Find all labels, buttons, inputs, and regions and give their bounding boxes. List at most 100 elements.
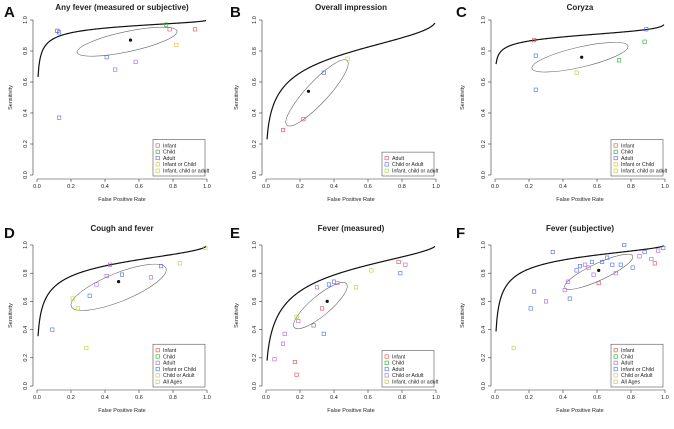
study-point xyxy=(600,259,605,264)
confidence-ellipse xyxy=(76,26,178,57)
x-tick-label: 0.4 xyxy=(559,184,567,190)
x-tick-label: 0.2 xyxy=(525,184,533,190)
study-point xyxy=(331,279,336,284)
study-point xyxy=(296,319,301,324)
y-tick-label: 0.4 xyxy=(23,109,29,117)
study-point xyxy=(622,243,627,248)
y-tick-label: 0.6 xyxy=(252,298,258,306)
x-tick-label: 0.0 xyxy=(33,395,41,401)
study-point xyxy=(583,262,588,267)
sroc-curve xyxy=(495,245,665,332)
panel-E: E Fever (measured) 0.0 0.0 0.2 0.2 0.4 0.4 0.6 0.… xyxy=(230,224,440,414)
study-point xyxy=(533,53,538,58)
confidence-ellipse xyxy=(564,253,634,290)
x-tick-label: 1.0 xyxy=(203,395,211,401)
legend-entry: Infant xyxy=(621,348,635,354)
y-tick-label: 0.8 xyxy=(23,47,29,55)
x-axis-label: False Positive Rate xyxy=(98,408,145,414)
panel-label: E xyxy=(230,225,240,242)
legend-marker xyxy=(384,360,389,365)
legend-entry: Infant xyxy=(163,348,177,354)
legend-marker xyxy=(155,379,160,384)
x-tick-label: 0.8 xyxy=(627,395,635,401)
study-point xyxy=(272,357,277,362)
x-axis-label: False Positive Rate xyxy=(556,197,603,203)
legend-entry: Adult xyxy=(163,361,176,367)
study-point xyxy=(294,314,299,319)
panel-title: Fever (subjective) xyxy=(546,224,614,233)
study-point xyxy=(174,42,179,47)
y-axis-label: Sensitivity xyxy=(8,303,14,328)
legend-box xyxy=(152,139,206,177)
study-point xyxy=(159,264,164,269)
study-point xyxy=(532,38,537,43)
legend-entry: Child or Adult xyxy=(621,373,653,379)
study-point xyxy=(617,58,622,63)
panel-title: Coryza xyxy=(567,3,594,12)
panel-A: A Any fever (measured or subjective) 0.0 0.… xyxy=(4,3,211,203)
study-point xyxy=(661,245,666,250)
x-tick-label: 0.4 xyxy=(101,184,109,190)
x-tick-label: 1.0 xyxy=(661,395,669,401)
study-point xyxy=(398,271,403,276)
study-point xyxy=(369,268,374,273)
study-point xyxy=(574,268,579,273)
study-point xyxy=(94,282,99,287)
study-point xyxy=(652,261,657,266)
summary-point xyxy=(306,89,311,93)
legend-entry: Infant or Child xyxy=(621,367,654,373)
legend-box xyxy=(381,151,435,177)
y-axis-label: Sensitivity xyxy=(460,85,466,110)
x-tick-label: 0.8 xyxy=(627,184,635,190)
x-axis-label: False Positive Rate xyxy=(327,408,374,414)
x-tick-label: 0.0 xyxy=(33,184,41,190)
y-tick-label: 0.6 xyxy=(252,78,258,86)
legend-marker xyxy=(155,354,160,359)
legend-marker xyxy=(155,360,160,365)
legend-marker xyxy=(613,162,618,167)
study-point xyxy=(311,323,316,328)
y-tick-label: 0.4 xyxy=(252,326,258,334)
summary-point xyxy=(325,299,329,303)
sroc-curve xyxy=(266,245,436,361)
study-point xyxy=(642,250,647,255)
y-tick-label: 0.2 xyxy=(481,140,487,148)
legend-entry: Adult xyxy=(392,367,405,373)
legend-box xyxy=(381,350,435,388)
legend-marker xyxy=(613,348,618,353)
study-point xyxy=(354,285,359,290)
legend-entry: Child or Adult xyxy=(392,373,424,379)
legend-entry: Infant or Child xyxy=(163,367,196,373)
y-tick-label: 0.2 xyxy=(252,354,258,362)
x-tick-label: 1.0 xyxy=(661,184,669,190)
y-tick-label: 0.0 xyxy=(481,171,487,179)
legend-entry: Infant or Child xyxy=(163,162,196,168)
panel-D: D Cough and fever 0.0 0.0 0.2 0.2 0.4 0.4 0.6 0.6… xyxy=(4,224,211,414)
legend-entry: Child xyxy=(163,150,175,156)
x-tick-label: 1.0 xyxy=(432,184,440,190)
study-point xyxy=(321,70,326,75)
study-point xyxy=(610,262,615,267)
x-tick-label: 0.0 xyxy=(262,184,270,190)
legend-entry: Child xyxy=(621,354,633,360)
x-tick-label: 0.0 xyxy=(491,184,499,190)
study-point xyxy=(586,265,591,270)
summary-point xyxy=(597,268,601,272)
study-point xyxy=(133,59,138,64)
y-tick-label: 0.4 xyxy=(23,326,29,334)
study-point xyxy=(164,22,169,27)
study-point xyxy=(637,254,642,259)
y-tick-label: 0.4 xyxy=(252,109,258,117)
study-point xyxy=(113,67,118,72)
study-point xyxy=(642,39,647,44)
panel-F: F Fever (subjective) 0.0 0.0 0.2 0.2 0.4 0.4 0.6… xyxy=(456,224,669,414)
study-point xyxy=(108,262,113,267)
study-point xyxy=(50,327,55,332)
legend-marker xyxy=(613,379,618,384)
y-axis-label: Sensitivity xyxy=(8,85,14,110)
x-tick-label: 0.6 xyxy=(593,184,601,190)
